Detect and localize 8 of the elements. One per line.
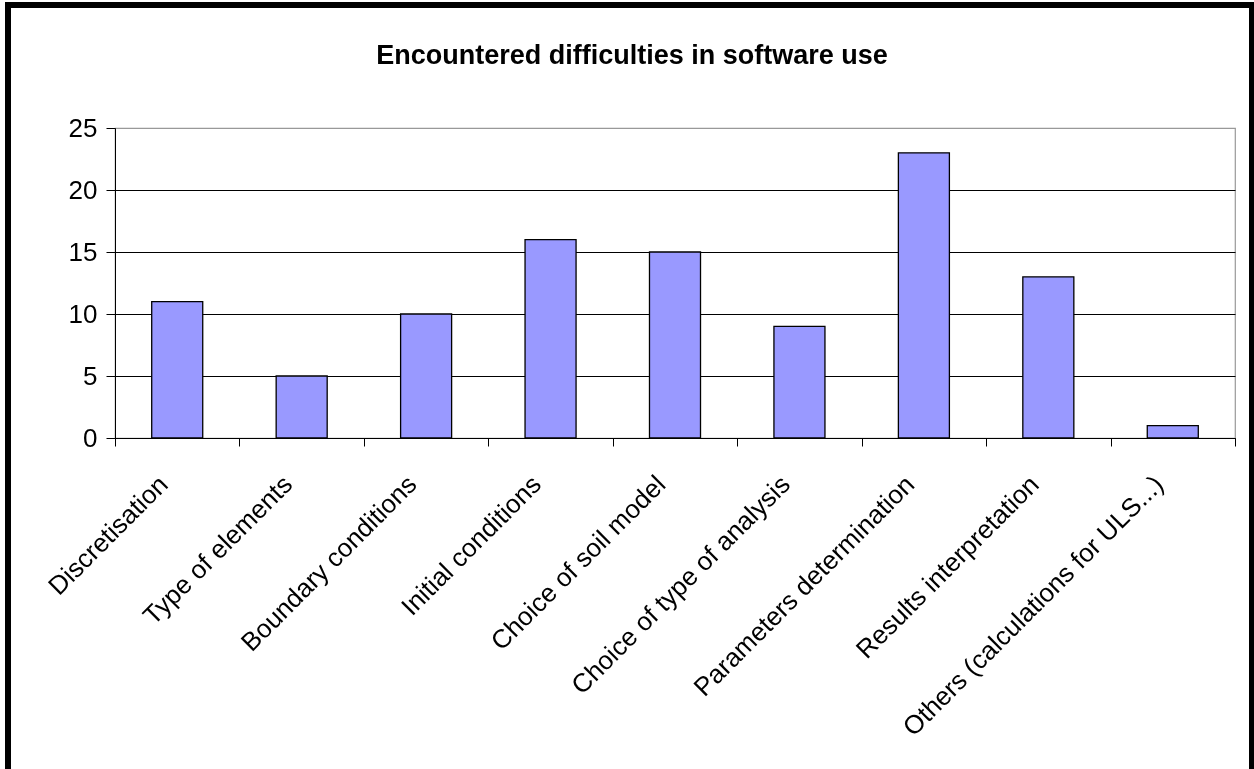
y-tick-label: 25: [68, 112, 98, 143]
bar: [1146, 424, 1199, 439]
y-tick-label: 10: [68, 298, 98, 329]
chart-title: Encountered difficulties in software use: [376, 40, 888, 70]
y-tick-label: 0: [83, 422, 98, 453]
y-tick-label: 5: [83, 360, 98, 391]
y-tick-label: 20: [68, 174, 98, 205]
y-tick-label: 15: [68, 236, 98, 267]
